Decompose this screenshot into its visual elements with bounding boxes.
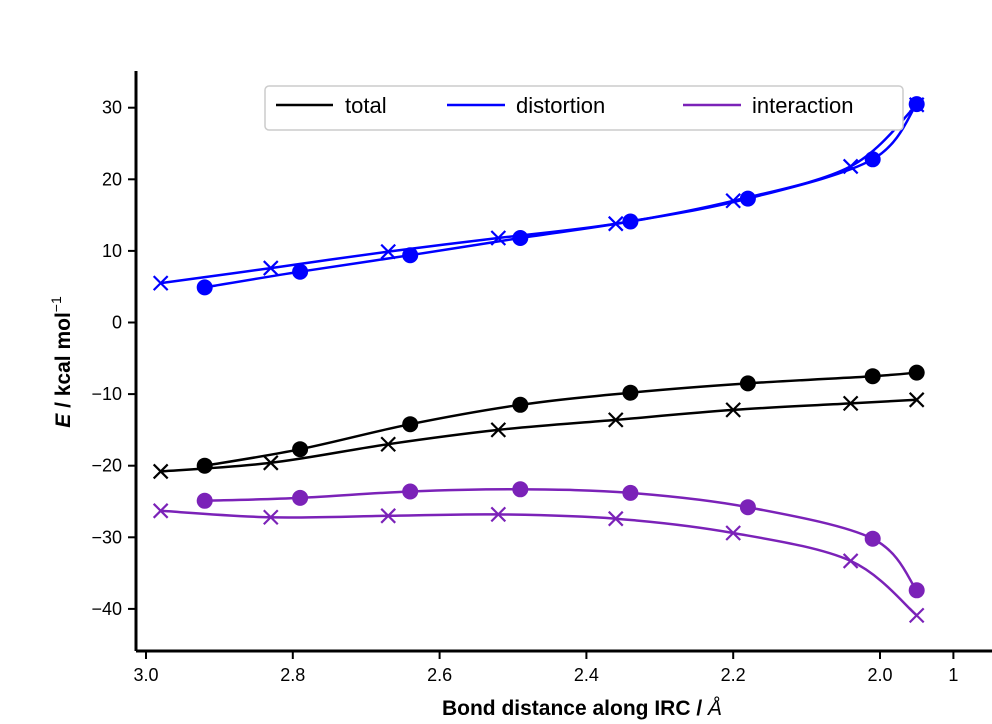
series-curves <box>160 103 918 617</box>
y-ticks: 30 20 10 0 −10 −20 −30 −40 <box>91 98 136 619</box>
series-line-distortion-x <box>160 103 918 285</box>
data-point-total-x-2 <box>380 436 396 452</box>
data-point-distortion-circle-0 <box>196 279 213 296</box>
data-point-interaction-x-6 <box>842 553 859 569</box>
data-point-total-x-5 <box>725 402 741 418</box>
data-point-interaction-x-7 <box>908 607 925 624</box>
x-tick-label: 1 <box>948 665 958 685</box>
y-tick-label: −40 <box>91 599 122 619</box>
data-point-total-x-1 <box>263 455 279 471</box>
x-ticks: 3.0 2.8 2.6 2.4 2.2 2.0 1 <box>133 651 958 685</box>
legend-label-total: total <box>345 93 387 118</box>
data-point-total-x-4 <box>607 412 624 428</box>
y-axis-label: E / kcal mol−1 <box>48 296 75 428</box>
data-point-interaction-x-0 <box>152 503 169 519</box>
series-line-total-x <box>160 398 917 473</box>
data-point-total-x-0 <box>152 463 169 480</box>
data-point-interaction-x-2 <box>380 508 396 524</box>
data-point-total-x-3 <box>490 422 507 438</box>
y-tick-label: 0 <box>112 313 122 333</box>
data-point-interaction-circle-2 <box>402 483 419 500</box>
legend-label-distortion: distortion <box>516 93 605 118</box>
data-point-distortion-x-3 <box>490 230 507 246</box>
data-point-distortion-circle-3 <box>512 230 529 246</box>
data-point-interaction-x-5 <box>725 525 741 541</box>
y-tick-label: −30 <box>91 527 122 547</box>
data-point-distortion-circle-6 <box>864 151 881 168</box>
data-point-interaction-circle-5 <box>739 499 756 516</box>
legend-frame <box>264 85 904 131</box>
data-point-interaction-x-3 <box>490 506 507 523</box>
data-point-distortion-x-6 <box>842 158 859 175</box>
legend-label-interaction: interaction <box>752 93 854 118</box>
data-point-distortion-x-4 <box>607 215 624 232</box>
x-tick-label: 2.2 <box>721 665 746 685</box>
data-point-interaction-circle-6 <box>864 530 881 547</box>
data-point-distortion-circle-2 <box>402 247 419 264</box>
data-point-total-x-7 <box>908 392 925 408</box>
y-tick-label: 30 <box>102 98 122 118</box>
series-line-interaction-x <box>160 509 918 617</box>
y-tick-label: 10 <box>102 241 122 261</box>
data-point-interaction-x-1 <box>263 509 279 526</box>
data-point-total-circle-2 <box>402 416 419 433</box>
x-tick-label: 2.4 <box>574 665 599 685</box>
data-point-distortion-circle-1 <box>292 263 309 280</box>
data-point-interaction-circle-1 <box>292 489 309 506</box>
x-tick-label: 2.6 <box>427 665 452 685</box>
data-point-total-circle-4 <box>622 384 639 401</box>
data-point-total-circle-6 <box>864 368 881 385</box>
data-point-interaction-circle-3 <box>512 481 529 498</box>
data-point-interaction-x-4 <box>607 510 624 527</box>
data-point-distortion-x-5 <box>725 193 741 209</box>
series-line-distortion-circle <box>204 103 918 289</box>
y-tick-label: −10 <box>91 384 122 404</box>
y-tick-label: 20 <box>102 169 122 189</box>
x-axis-label: Bond distance along IRC / Å <box>442 697 722 720</box>
data-point-total-x-6 <box>842 395 859 412</box>
data-point-total-circle-5 <box>739 375 756 392</box>
data-point-interaction-circle-0 <box>196 492 213 509</box>
data-point-total-circle-7 <box>908 364 925 381</box>
x-tick-label: 3.0 <box>133 665 158 685</box>
series-line-total-circle <box>204 371 917 467</box>
data-point-distortion-x-0 <box>152 275 169 291</box>
y-tick-label: −20 <box>91 456 122 476</box>
data-point-total-circle-3 <box>512 396 529 413</box>
data-point-distortion-x-7 <box>908 97 925 113</box>
data-point-distortion-x-2 <box>380 243 396 260</box>
data-point-distortion-x-1 <box>263 260 279 276</box>
series-line-interaction-circle <box>204 488 918 592</box>
legend: total distortion interaction <box>264 85 904 131</box>
data-point-total-circle-0 <box>196 457 213 474</box>
data-point-interaction-circle-4 <box>622 484 639 501</box>
x-tick-label: 2.0 <box>867 665 892 685</box>
series-markers <box>152 96 925 624</box>
data-point-distortion-circle-5 <box>739 190 756 207</box>
x-tick-label: 2.8 <box>280 665 305 685</box>
data-point-interaction-circle-7 <box>908 582 925 599</box>
data-point-distortion-circle-4 <box>622 213 639 230</box>
data-point-total-circle-1 <box>292 441 309 458</box>
